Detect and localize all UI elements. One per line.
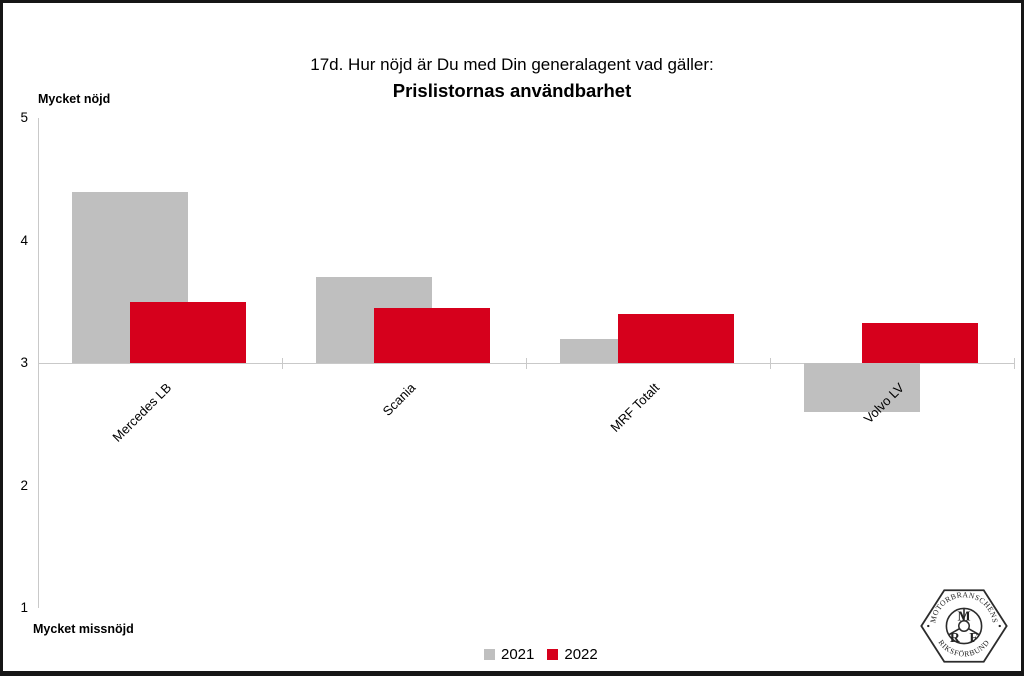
logo-spoke-right [967, 627, 980, 636]
category-label: Scania [379, 380, 419, 419]
logo-hub [958, 620, 970, 632]
y-axis-tick-label: 1 [20, 600, 28, 615]
chart-title: 17d. Hur nöjd är Du med Din generalagent… [310, 55, 714, 74]
legend-label: 2021 [501, 646, 535, 663]
x-axis-tickmark [1014, 358, 1015, 369]
bar-2022 [618, 314, 734, 363]
logo-spoke-left [948, 627, 961, 636]
y-axis-tick-label: 3 [20, 355, 28, 370]
y-axis-min-label: Mycket missnöjd [33, 622, 134, 636]
logo-left-dot [927, 624, 930, 628]
legend-label: 2022 [564, 646, 598, 663]
y-axis-tick-label: 5 [20, 110, 28, 125]
x-axis-tickmark [282, 358, 283, 369]
x-axis-tickmark [526, 358, 527, 369]
chart-legend: 2021 2022 [484, 646, 611, 663]
bar-2021 [804, 363, 920, 412]
y-axis-tick-label: 2 [20, 477, 28, 493]
bar-2022 [374, 307, 490, 363]
category-label: MRF Totalt [607, 380, 663, 435]
y-axis-tick-label: 4 [20, 232, 28, 248]
x-axis-tickmark [770, 358, 771, 369]
logo-letter-m: M [957, 609, 970, 624]
legend-swatch-2022 [547, 649, 559, 660]
bar-2022 [862, 322, 978, 363]
legend-swatch-2021 [484, 649, 495, 660]
logo-hexagon [920, 589, 1008, 663]
legend-entry-2021: 2021 [484, 646, 534, 663]
logo-letter-r: R [950, 630, 961, 645]
bar-2022 [130, 301, 246, 363]
logo-arc-bottom-text: RIKSFÖRBUND [937, 638, 992, 659]
legend-entry-2022: 2022 [547, 646, 598, 663]
category-label: Mercedes LB [109, 380, 175, 445]
logo-letter-f: F [969, 630, 977, 645]
logo-wheel-ring [945, 607, 983, 645]
chart-subtitle: Prislistornas användbarhet [392, 80, 632, 101]
y-axis-max-label: Mycket nöjd [38, 92, 111, 106]
logo-right-dot [998, 624, 1001, 628]
mrf-logo: MOTORBRANSCHENS RIKSFÖRBUND M R F [920, 589, 1008, 663]
